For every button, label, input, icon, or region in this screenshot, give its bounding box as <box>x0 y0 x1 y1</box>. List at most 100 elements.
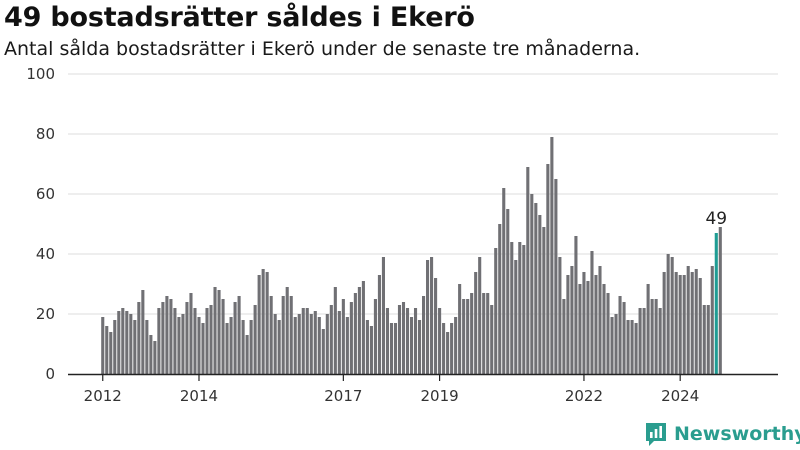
bar <box>578 284 582 374</box>
bar <box>706 305 710 374</box>
bar <box>542 227 546 374</box>
bar <box>534 203 538 374</box>
bar <box>205 308 209 374</box>
bars <box>101 137 722 374</box>
bar <box>522 245 526 374</box>
bar <box>105 326 109 374</box>
bar <box>450 323 454 374</box>
bar <box>678 275 682 374</box>
bar <box>646 284 650 374</box>
bar <box>153 341 157 374</box>
bar <box>494 248 498 374</box>
y-axis: 0 20 40 60 80 100 <box>26 65 55 383</box>
bar <box>502 188 506 374</box>
bar <box>558 257 562 374</box>
bar <box>554 179 558 374</box>
bar <box>690 272 694 374</box>
bar <box>389 323 394 374</box>
bar <box>658 308 662 374</box>
bar <box>670 257 674 374</box>
bar <box>125 311 129 374</box>
bar <box>221 299 225 374</box>
bar <box>229 317 233 374</box>
bar <box>241 320 245 374</box>
bar <box>562 299 566 374</box>
bar <box>574 236 578 374</box>
bar <box>277 320 281 374</box>
bar <box>289 296 293 374</box>
bar <box>413 308 418 374</box>
bar <box>397 305 402 374</box>
bar <box>694 269 698 374</box>
bar <box>698 278 702 374</box>
bar <box>169 299 173 374</box>
bar <box>201 323 205 374</box>
bar <box>129 314 133 374</box>
bar <box>333 287 337 374</box>
bar <box>682 275 686 374</box>
bar <box>506 209 510 374</box>
bar <box>393 323 398 374</box>
bar <box>594 275 598 374</box>
bar <box>401 302 406 374</box>
bar <box>109 332 113 374</box>
bar <box>642 308 646 374</box>
bar <box>686 266 690 374</box>
bar <box>313 311 317 374</box>
bar <box>253 305 257 374</box>
bar-highlight <box>714 233 718 374</box>
bar <box>177 317 181 374</box>
chart-title: 49 bostadsrätter såldes i Ekerö <box>4 2 475 33</box>
x-tick-label: 2024 <box>661 387 699 405</box>
bar <box>702 305 706 374</box>
bar <box>337 311 341 374</box>
bar <box>261 269 265 374</box>
bar <box>217 290 221 374</box>
bar <box>426 260 430 374</box>
bar <box>173 308 177 374</box>
bar <box>610 317 614 374</box>
bar <box>405 308 410 374</box>
bar <box>602 284 606 374</box>
bar <box>341 299 345 374</box>
bar <box>317 317 321 374</box>
bar <box>638 308 642 374</box>
bar <box>361 281 365 374</box>
bar <box>630 320 634 374</box>
bar <box>365 320 369 374</box>
y-tick-label: 60 <box>36 185 55 203</box>
bar <box>650 299 654 374</box>
bar <box>345 317 349 374</box>
bar <box>353 293 357 374</box>
bar <box>626 320 630 374</box>
bar <box>430 257 434 374</box>
bar <box>466 299 470 374</box>
bar <box>161 302 165 374</box>
y-tick-label: 100 <box>26 65 55 83</box>
bar <box>141 290 145 374</box>
bar <box>474 272 478 374</box>
bar <box>438 308 442 374</box>
bar <box>245 335 249 374</box>
bar <box>349 302 353 374</box>
bar <box>181 314 185 374</box>
bar <box>510 242 514 374</box>
bar <box>285 287 289 374</box>
bar <box>121 308 125 374</box>
bar <box>462 299 466 374</box>
bar <box>145 320 149 374</box>
bar <box>193 308 197 374</box>
bar <box>197 317 201 374</box>
bar <box>470 293 474 374</box>
y-tick-label: 0 <box>45 365 55 383</box>
bar <box>157 308 161 374</box>
bar <box>422 296 426 374</box>
bar <box>257 275 261 374</box>
bar <box>373 299 377 374</box>
brand-name: Newsworthy <box>674 423 800 445</box>
value-annotation: 49 <box>705 209 727 229</box>
x-tick-label: 2012 <box>84 387 122 405</box>
bar <box>442 323 446 374</box>
bar <box>225 323 229 374</box>
